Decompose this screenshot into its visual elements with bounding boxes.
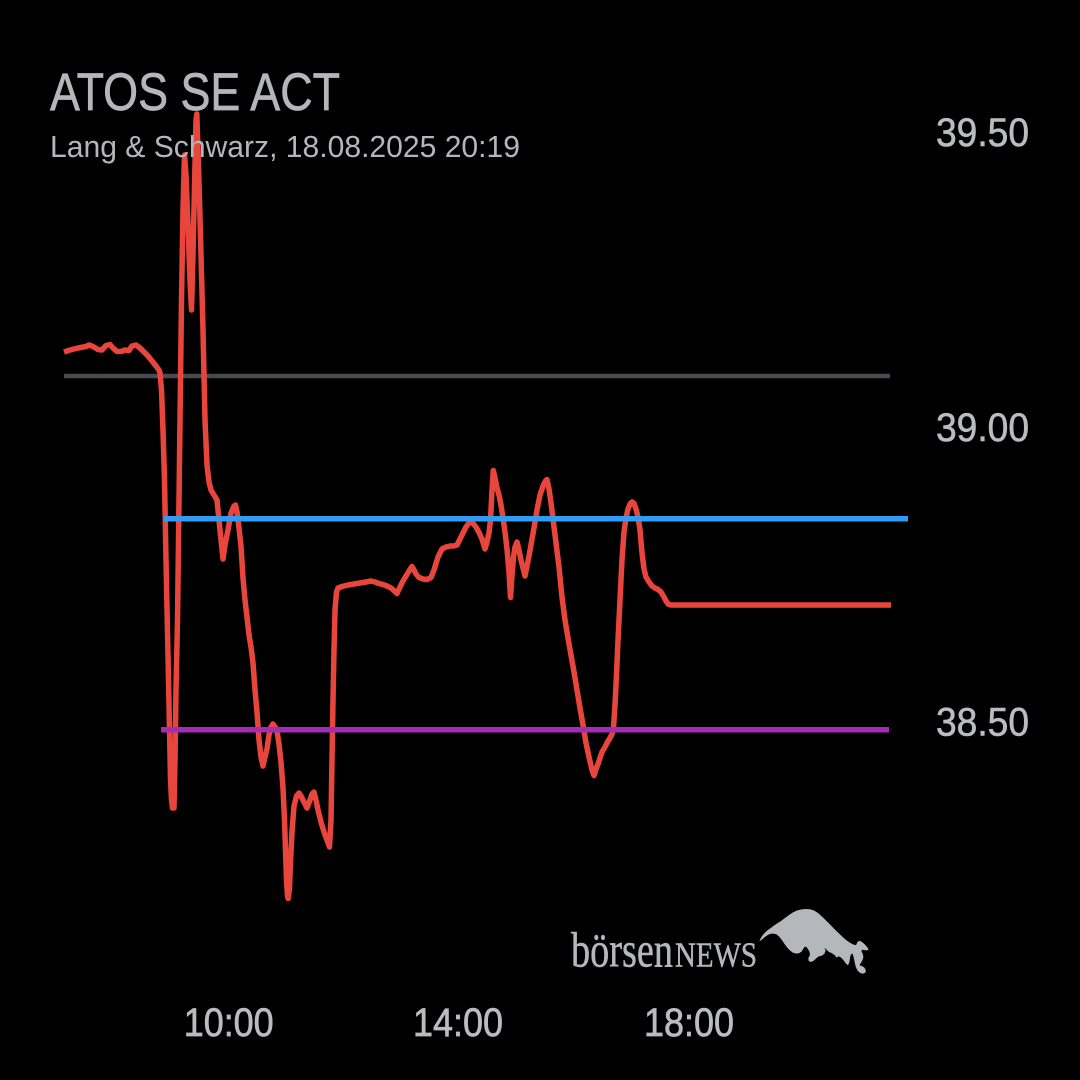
svg-text:39.00: 39.00 xyxy=(936,406,1029,450)
svg-text:18:00: 18:00 xyxy=(644,1001,734,1045)
svg-text:ATOS SE ACT: ATOS SE ACT xyxy=(50,63,340,122)
svg-text:39.50: 39.50 xyxy=(936,111,1029,155)
svg-text:14:00: 14:00 xyxy=(413,1001,503,1045)
svg-text:NEWS: NEWS xyxy=(675,936,757,975)
svg-text:38.50: 38.50 xyxy=(936,701,1029,745)
svg-text:10:00: 10:00 xyxy=(184,1001,274,1045)
svg-text:börsen: börsen xyxy=(571,922,673,978)
svg-text:Lang & Schwarz, 18.08.2025 20:: Lang & Schwarz, 18.08.2025 20:19 xyxy=(50,130,520,164)
